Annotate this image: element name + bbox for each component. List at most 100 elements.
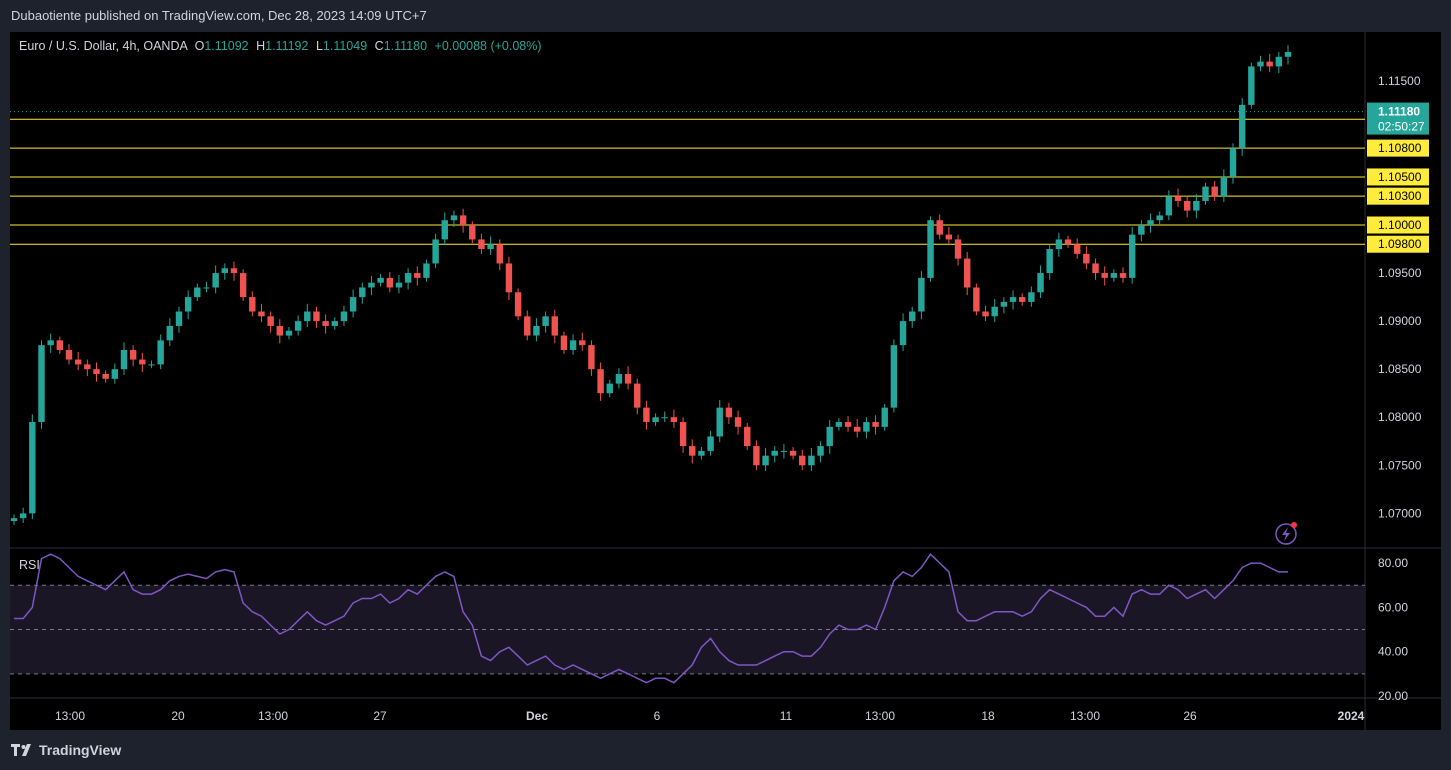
candle-body	[65, 349, 73, 360]
low-label: L	[315, 39, 323, 53]
time-tick-label: 2024	[1338, 709, 1365, 723]
candle-body	[1257, 61, 1264, 67]
candle-body	[184, 297, 192, 312]
candle-body	[753, 446, 760, 466]
candle-body	[679, 422, 687, 447]
rsi-line	[14, 553, 1288, 684]
open-label: O	[194, 39, 205, 53]
candle-body	[74, 359, 82, 365]
time-tick-label: 13:00	[1070, 709, 1100, 723]
chart-canvas[interactable]: 1.11500 1.09500 1.09000 1.08500 1.08000 1.075…	[10, 32, 1441, 730]
candle-body	[267, 316, 274, 326]
candle-body	[817, 446, 824, 456]
candle-body	[230, 268, 238, 274]
candle-body	[634, 383, 641, 408]
candle-body	[698, 450, 705, 456]
time-tick-label: 26	[1183, 709, 1197, 723]
candle-body	[524, 316, 531, 336]
candle-body	[1165, 196, 1173, 216]
candle-body	[386, 277, 393, 288]
candle-body	[304, 311, 311, 322]
level-price-label: 1.10300	[1378, 189, 1422, 203]
candle-body	[881, 407, 888, 427]
candle-body	[899, 321, 907, 346]
candle-body	[276, 325, 284, 336]
candle-body	[29, 422, 36, 514]
candle-body	[606, 383, 613, 394]
lightning-icon	[1275, 522, 1297, 545]
candle-body	[771, 450, 778, 456]
candle-body	[533, 325, 540, 336]
candle-body	[505, 263, 513, 293]
candle-body	[450, 215, 458, 221]
price-tick-label: 1.09500	[1378, 266, 1422, 280]
candle-body	[954, 239, 962, 259]
candle-body	[1202, 186, 1209, 201]
candle-body	[1101, 273, 1108, 278]
lightning-circle	[1275, 523, 1297, 545]
candle-body	[258, 311, 265, 317]
candle-body	[1018, 297, 1026, 302]
level-price-tag	[1367, 216, 1429, 234]
candle-body	[1229, 148, 1237, 177]
candle-body	[569, 340, 577, 350]
candle-body	[441, 220, 448, 240]
candle-body	[808, 455, 815, 466]
candle-body	[459, 215, 467, 226]
candle-body	[1193, 200, 1200, 211]
rsi-tick-label: 60.00	[1378, 600, 1408, 614]
candle-body	[1110, 273, 1118, 278]
candle-body	[120, 349, 128, 370]
candle-body	[221, 268, 229, 274]
candle-body	[734, 417, 742, 427]
candle-body	[514, 292, 522, 317]
candle-body	[689, 446, 696, 456]
candle-body	[1284, 52, 1292, 57]
low-value: 1.11049	[322, 39, 368, 53]
candle-body	[1138, 225, 1145, 235]
candle-body	[10, 518, 18, 522]
symbol-legend: Euro / U.S. Dollar, 4h, OANDA O1.11092 H…	[19, 39, 542, 53]
candle-body	[377, 277, 384, 283]
candle-body	[982, 311, 989, 317]
candle-body	[1083, 253, 1090, 264]
close-label: C	[374, 39, 384, 53]
candle-body	[936, 220, 943, 235]
candlestick-series	[10, 45, 1292, 525]
candle-body	[1156, 215, 1163, 221]
countdown-label: 02:50:27	[1378, 120, 1425, 134]
candle-body	[890, 345, 898, 408]
candle-body	[47, 340, 54, 346]
lightning-badge	[1291, 522, 1297, 528]
candle-body	[1055, 239, 1063, 250]
candle-body	[744, 426, 751, 447]
time-tick-label: 6	[654, 709, 661, 723]
footer-brand[interactable]: TradingView	[11, 740, 121, 760]
candle-body	[1064, 239, 1072, 245]
rsi-tick-label: 40.00	[1378, 645, 1408, 659]
open-value: 1.11092	[204, 39, 249, 53]
candle-body	[945, 234, 953, 240]
candle-body	[835, 422, 843, 427]
time-tick-label: 18	[981, 709, 995, 723]
candle-body	[1266, 61, 1273, 67]
chart-frame[interactable]: 1.11500 1.09500 1.09000 1.08500 1.08000 1.075…	[10, 32, 1441, 730]
candle-body	[661, 417, 668, 419]
price-tick-label: 1.07500	[1378, 458, 1422, 472]
candle-body	[615, 373, 623, 384]
candle-body	[432, 239, 439, 264]
level-price-tag	[1367, 187, 1429, 205]
candle-body	[478, 239, 485, 250]
candle-body	[826, 426, 833, 447]
price-tick-label: 1.11500	[1378, 74, 1421, 88]
candle-body	[129, 349, 137, 360]
candle-body	[194, 287, 201, 298]
candle-body	[496, 244, 503, 264]
candle-body	[1211, 186, 1218, 197]
candle-body	[1174, 196, 1182, 201]
candle-body	[1220, 176, 1228, 197]
level-price-label: 1.10500	[1378, 170, 1422, 184]
time-tick-label: 13:00	[55, 709, 85, 723]
candle-body	[624, 373, 632, 384]
candle-body	[84, 364, 91, 370]
